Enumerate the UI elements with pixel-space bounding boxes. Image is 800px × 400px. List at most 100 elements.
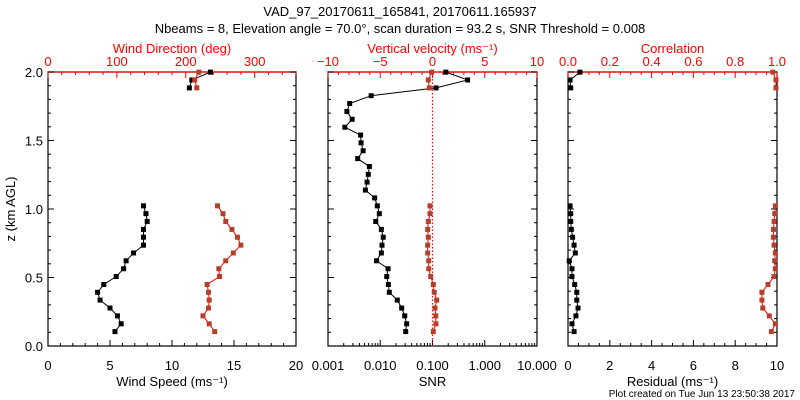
- data-point: [385, 281, 391, 287]
- data-point: [773, 77, 779, 83]
- x-tick-label: 20: [289, 358, 303, 373]
- data-point: [425, 250, 431, 256]
- top-x-tick-label: 0.2: [601, 54, 619, 69]
- data-point: [427, 203, 433, 209]
- top-x-tick-label: 0: [44, 54, 51, 69]
- x-tick-label: 0.001: [312, 358, 345, 373]
- panel-3: 0 2 4 6 8 10 Residual (ms⁻¹) 0.0 0.2 0.4 0.6 0.8 1.0…: [559, 41, 786, 389]
- x-tick-label: 10: [770, 358, 784, 373]
- data-point: [374, 203, 380, 209]
- data-point: [223, 258, 229, 264]
- x-tick-label: 2: [606, 358, 613, 373]
- data-point: [571, 329, 577, 335]
- top-x-tick-label: 0.6: [684, 54, 702, 69]
- data-point: [443, 69, 449, 75]
- top-x-axis-label: Vertical velocity (ms⁻¹): [367, 41, 497, 56]
- data-point: [771, 274, 777, 280]
- data-point: [571, 242, 577, 248]
- data-point: [399, 305, 405, 311]
- data-point: [568, 211, 574, 217]
- data-point: [118, 321, 124, 327]
- data-point: [426, 266, 432, 272]
- data-point: [394, 297, 400, 303]
- x-tick-label: 15: [227, 358, 241, 373]
- data-point: [575, 305, 581, 311]
- data-point: [347, 101, 353, 107]
- data-point: [433, 85, 439, 91]
- x-tick-label: 0.010: [364, 358, 397, 373]
- data-point: [230, 250, 236, 256]
- x-tick-label: 6: [690, 358, 697, 373]
- data-point: [433, 313, 439, 319]
- data-point: [192, 77, 198, 83]
- data-point: [766, 313, 772, 319]
- series-correlation: [759, 69, 779, 335]
- data-point: [121, 266, 127, 272]
- data-point: [425, 234, 431, 240]
- data-point: [760, 305, 766, 311]
- series-line: [344, 71, 470, 332]
- data-point: [569, 321, 575, 327]
- data-point: [364, 179, 370, 185]
- top-x-tick-label: 300: [244, 54, 266, 69]
- data-point: [567, 203, 573, 209]
- data-point: [568, 218, 574, 224]
- data-point: [97, 297, 103, 303]
- data-point: [95, 289, 101, 295]
- panel-1: 0.0 0.5 1.0 1.5 2.0 z (km AGL) 0 5 10 15 20 Wind Sp…: [3, 41, 303, 389]
- plot-created-footer: Plot created on Tue Jun 13 23:50:38 2017: [609, 389, 796, 400]
- data-point: [770, 226, 776, 232]
- data-point: [425, 77, 431, 83]
- y-tick-label: 2.0: [25, 65, 43, 80]
- data-point: [465, 77, 471, 83]
- data-point: [113, 274, 119, 280]
- x-tick-label: 0.100: [416, 358, 449, 373]
- data-point: [425, 218, 431, 224]
- data-point: [234, 234, 240, 240]
- x-tick-label: 0: [44, 358, 51, 373]
- data-point: [770, 234, 776, 240]
- data-point: [378, 226, 384, 232]
- data-point: [434, 297, 440, 303]
- x-tick-label: 0: [564, 358, 571, 373]
- data-point: [112, 329, 118, 335]
- data-point: [772, 203, 778, 209]
- data-point: [366, 164, 372, 170]
- data-point: [384, 274, 390, 280]
- data-point: [573, 313, 579, 319]
- data-point: [194, 85, 200, 91]
- data-point: [378, 250, 384, 256]
- data-point: [223, 218, 229, 224]
- data-point: [759, 289, 765, 295]
- data-point: [114, 313, 120, 319]
- data-point: [229, 226, 235, 232]
- data-point: [772, 258, 778, 264]
- data-point: [574, 297, 580, 303]
- data-point: [144, 218, 150, 224]
- data-point: [107, 305, 113, 311]
- data-point: [427, 211, 433, 217]
- data-point: [771, 242, 777, 248]
- figure-title-line2: Nbeams = 8, Elevation angle = 70.0°, sca…: [155, 21, 646, 36]
- x-axis-label: SNR: [419, 374, 446, 389]
- data-point: [568, 85, 574, 91]
- data-point: [355, 156, 361, 162]
- data-point: [360, 148, 366, 154]
- top-x-axis-label: Correlation: [641, 41, 705, 56]
- top-x-tick-label: 100: [106, 54, 128, 69]
- data-point: [773, 85, 779, 91]
- data-point: [765, 281, 771, 287]
- series-vertical-velocity: [425, 69, 440, 335]
- data-point: [140, 203, 146, 209]
- data-point: [220, 211, 226, 217]
- data-point: [569, 274, 575, 280]
- series-residual: [566, 69, 583, 335]
- data-point: [432, 305, 438, 311]
- data-point: [429, 69, 435, 75]
- data-point: [212, 329, 218, 335]
- data-point: [770, 69, 776, 75]
- x-axis-label: Residual (ms⁻¹): [627, 374, 718, 389]
- data-point: [200, 313, 206, 319]
- top-x-axis-label: Wind Direction (deg): [113, 41, 232, 56]
